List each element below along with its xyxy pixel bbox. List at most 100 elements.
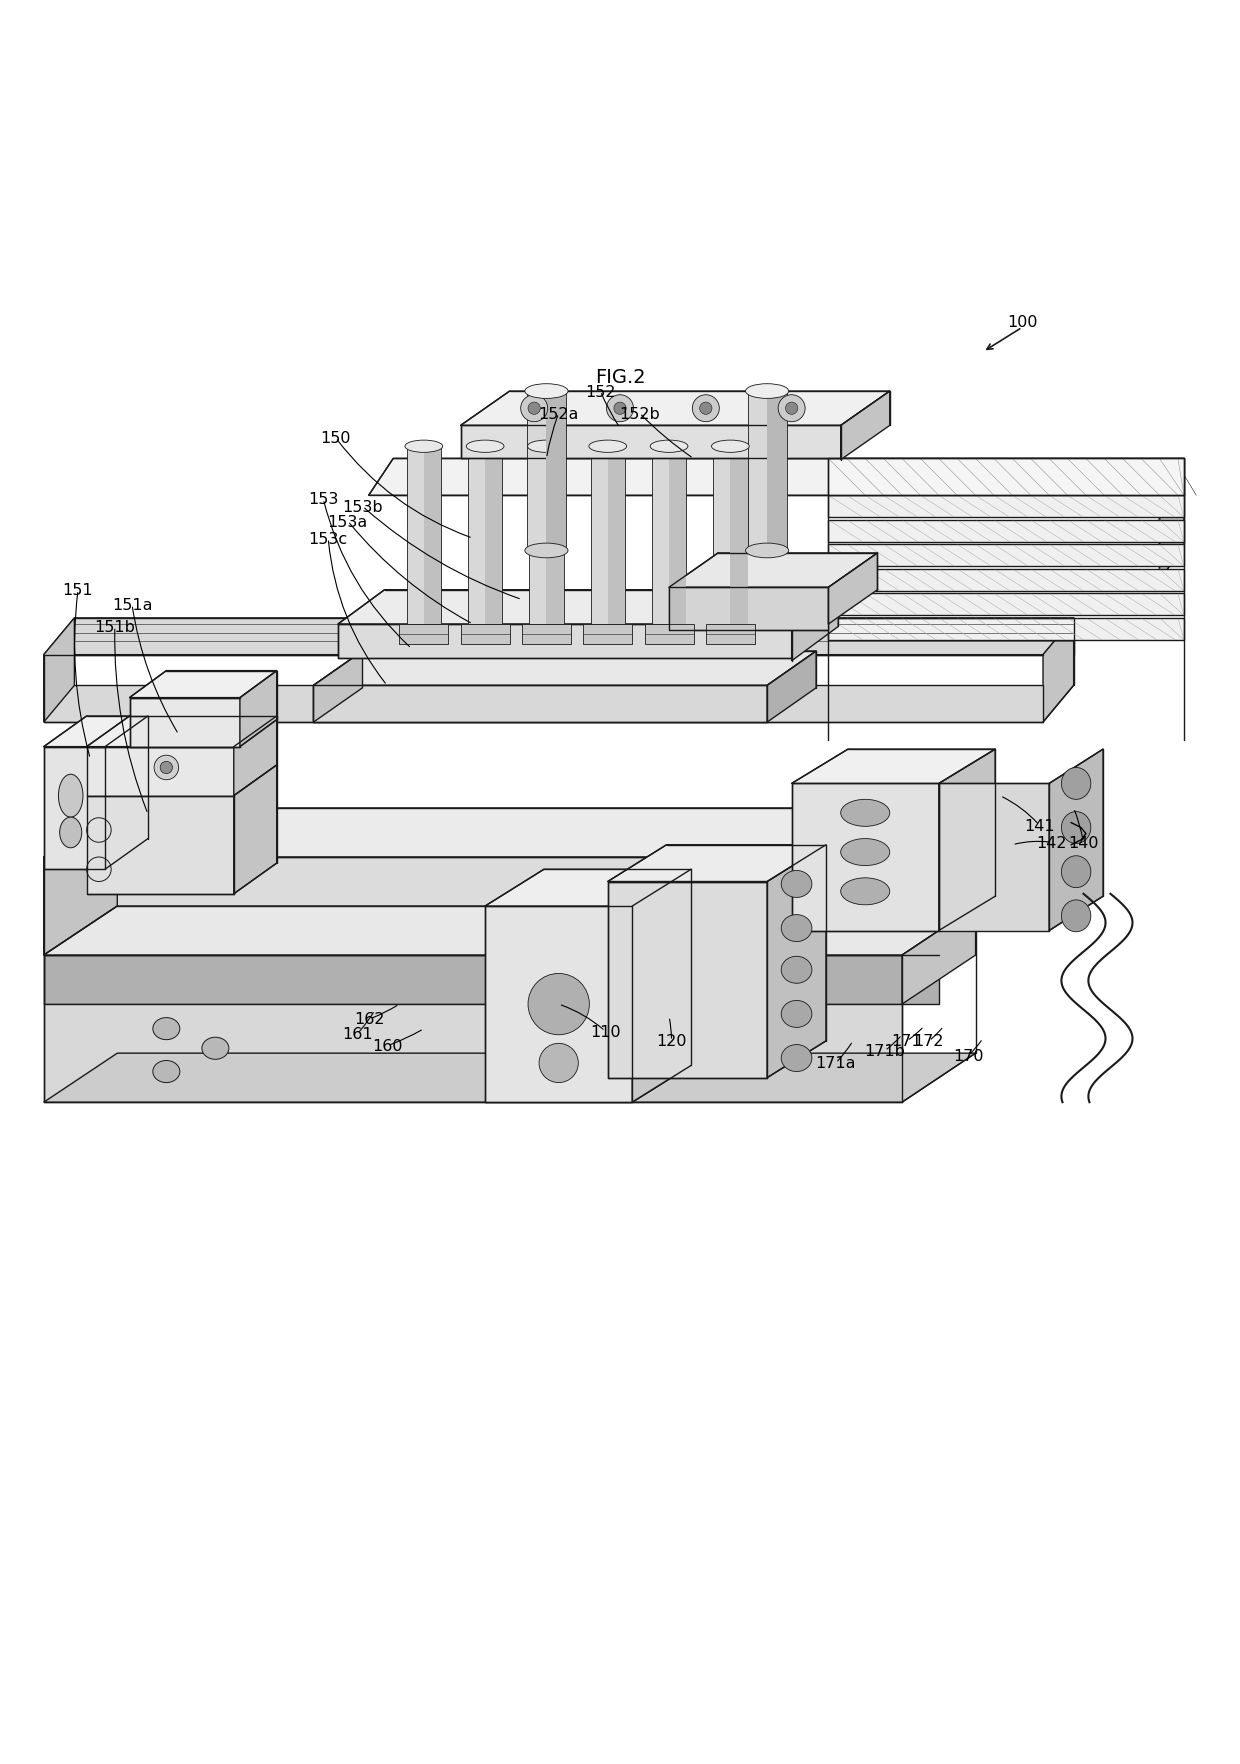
Circle shape — [779, 395, 805, 422]
Ellipse shape — [405, 441, 443, 453]
Polygon shape — [43, 956, 939, 1004]
Polygon shape — [706, 624, 755, 644]
Polygon shape — [608, 882, 768, 1078]
Ellipse shape — [525, 385, 568, 399]
Text: 170: 170 — [954, 1048, 983, 1064]
Polygon shape — [901, 907, 976, 1004]
Ellipse shape — [202, 1037, 229, 1060]
Circle shape — [614, 402, 626, 415]
Ellipse shape — [589, 441, 626, 453]
Polygon shape — [652, 446, 686, 624]
Text: 152b: 152b — [619, 406, 660, 422]
Polygon shape — [43, 748, 105, 870]
Polygon shape — [1043, 619, 1074, 723]
Ellipse shape — [781, 956, 812, 984]
Polygon shape — [399, 624, 449, 644]
Text: 152: 152 — [585, 385, 615, 399]
Polygon shape — [828, 545, 1184, 566]
Ellipse shape — [531, 699, 562, 711]
Polygon shape — [43, 619, 1074, 654]
Polygon shape — [939, 783, 1049, 931]
Ellipse shape — [1061, 856, 1091, 887]
Polygon shape — [527, 392, 565, 550]
Polygon shape — [828, 496, 1184, 519]
Polygon shape — [791, 750, 996, 783]
Polygon shape — [608, 845, 826, 882]
Polygon shape — [768, 651, 816, 723]
Polygon shape — [74, 619, 1074, 654]
Polygon shape — [43, 808, 118, 956]
Circle shape — [154, 755, 179, 780]
Polygon shape — [339, 624, 791, 660]
Polygon shape — [547, 446, 564, 624]
Polygon shape — [748, 392, 786, 550]
Polygon shape — [670, 554, 878, 587]
Polygon shape — [105, 716, 148, 870]
Ellipse shape — [458, 699, 489, 711]
Polygon shape — [529, 446, 564, 624]
Ellipse shape — [1061, 900, 1091, 931]
Polygon shape — [314, 651, 816, 686]
Text: 140: 140 — [1068, 836, 1099, 850]
Polygon shape — [828, 520, 1184, 543]
Polygon shape — [393, 459, 1184, 496]
Polygon shape — [234, 716, 277, 796]
Ellipse shape — [153, 1018, 180, 1041]
Text: 142: 142 — [1037, 836, 1066, 850]
Circle shape — [785, 402, 797, 415]
Text: 151a: 151a — [112, 598, 153, 612]
Text: 110: 110 — [590, 1025, 620, 1039]
Ellipse shape — [58, 774, 83, 818]
Polygon shape — [791, 591, 838, 662]
Circle shape — [699, 402, 712, 415]
Polygon shape — [670, 587, 828, 632]
Text: 161: 161 — [342, 1027, 373, 1041]
Circle shape — [692, 395, 719, 422]
Text: 151b: 151b — [94, 619, 135, 635]
Polygon shape — [234, 766, 277, 894]
Text: 172: 172 — [914, 1034, 944, 1050]
Polygon shape — [939, 750, 996, 931]
Circle shape — [160, 762, 172, 774]
Polygon shape — [87, 716, 277, 748]
Polygon shape — [828, 459, 1184, 496]
Polygon shape — [129, 699, 239, 748]
Ellipse shape — [781, 871, 812, 898]
Polygon shape — [43, 808, 1012, 857]
Ellipse shape — [1061, 811, 1091, 843]
Polygon shape — [939, 808, 1012, 919]
Polygon shape — [43, 686, 1043, 723]
Polygon shape — [43, 716, 148, 748]
Text: 153: 153 — [308, 492, 339, 508]
Ellipse shape — [781, 1000, 812, 1028]
Ellipse shape — [781, 1044, 812, 1073]
Polygon shape — [1049, 750, 1104, 931]
Text: 100: 100 — [1007, 314, 1038, 330]
Text: 150: 150 — [320, 430, 351, 446]
Polygon shape — [1159, 459, 1184, 582]
Polygon shape — [43, 907, 976, 956]
Circle shape — [539, 1044, 578, 1083]
Polygon shape — [43, 857, 939, 956]
Text: 160: 160 — [372, 1039, 402, 1053]
Polygon shape — [547, 392, 565, 550]
Ellipse shape — [841, 840, 890, 866]
Polygon shape — [314, 686, 768, 723]
Text: 152a: 152a — [538, 406, 579, 422]
Text: 171a: 171a — [816, 1057, 856, 1071]
Polygon shape — [43, 619, 74, 723]
Circle shape — [521, 395, 548, 422]
Ellipse shape — [841, 878, 890, 905]
Ellipse shape — [466, 441, 503, 453]
Polygon shape — [583, 624, 632, 644]
Text: 171: 171 — [892, 1034, 923, 1050]
Polygon shape — [828, 570, 1184, 591]
Circle shape — [528, 402, 541, 415]
Ellipse shape — [525, 543, 568, 559]
Polygon shape — [590, 446, 625, 624]
Polygon shape — [87, 748, 234, 796]
Text: 120: 120 — [656, 1034, 687, 1050]
Polygon shape — [841, 392, 890, 460]
Ellipse shape — [153, 1060, 180, 1083]
Ellipse shape — [650, 441, 688, 453]
